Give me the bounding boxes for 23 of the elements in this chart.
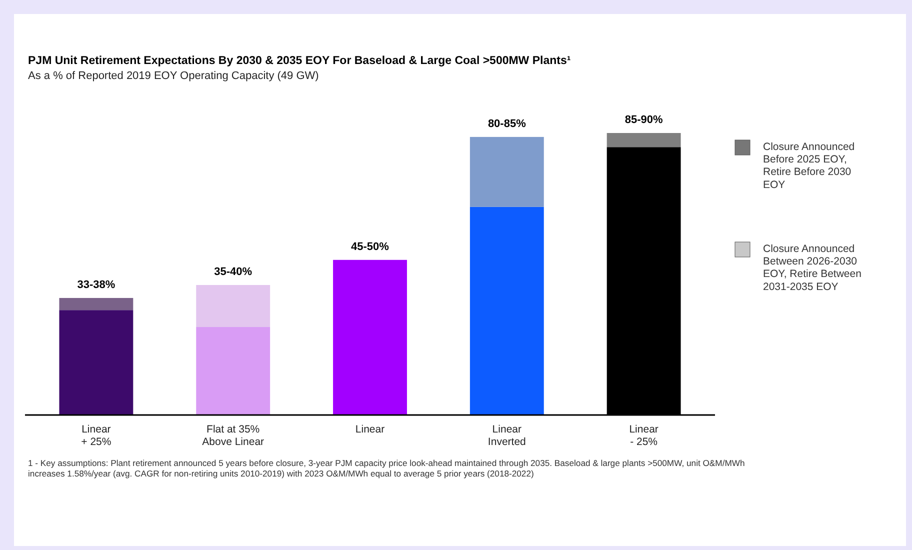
x-tick-label: Flat at 35% Above Linear bbox=[202, 423, 265, 448]
bar bbox=[196, 327, 270, 415]
text: Closure Announced Between 2026-2030 EOY, Retire Between 2031-2035 EOY bbox=[763, 243, 862, 293]
bar bbox=[470, 206, 544, 415]
x-tick-label: Linear - 25% bbox=[629, 423, 659, 448]
text: 1 - Key assumptions: Plant retirement announced 5 years before closure, 3-year PJM capacity price look-ahead maintained through 2035. Baseload & large plants >500MW, unit O&M/MWh increases 1.58%/year (avg. CAGR for non-retiring units 2010-2019) with 2023 O&M/MWh equal to average 5 prior years (2018-2022) bbox=[28, 458, 745, 478]
bar bbox=[470, 136, 544, 207]
bar bbox=[333, 260, 407, 415]
bar bbox=[196, 285, 270, 328]
chart-subtitle: As a % of Reported 2019 EOY Operating Capacity (49 GW) bbox=[28, 70, 319, 82]
bar bbox=[59, 298, 134, 310]
x-tick-label: Linear bbox=[355, 423, 386, 436]
total-label: 33-38% bbox=[77, 278, 116, 291]
legend-label: Closure Announced Before 2025 EOY, Retire Before 2030 EOY bbox=[763, 141, 855, 191]
bar bbox=[59, 310, 134, 415]
x-tick-label: Linear Inverted bbox=[488, 423, 526, 448]
total-label: 85-90% bbox=[624, 114, 663, 126]
total-label: 80-85% bbox=[488, 118, 526, 130]
chart-title: PJM Unit Retirement Expectations By 2030 & 2035 EOY For Baseload & Large Coal >500MW Plants¹ bbox=[28, 55, 571, 67]
x-tick-label: Linear + 25% bbox=[81, 423, 112, 448]
total-label: 35-40% bbox=[214, 266, 252, 278]
total-label: 45-50% bbox=[351, 240, 390, 253]
bar bbox=[606, 133, 681, 148]
